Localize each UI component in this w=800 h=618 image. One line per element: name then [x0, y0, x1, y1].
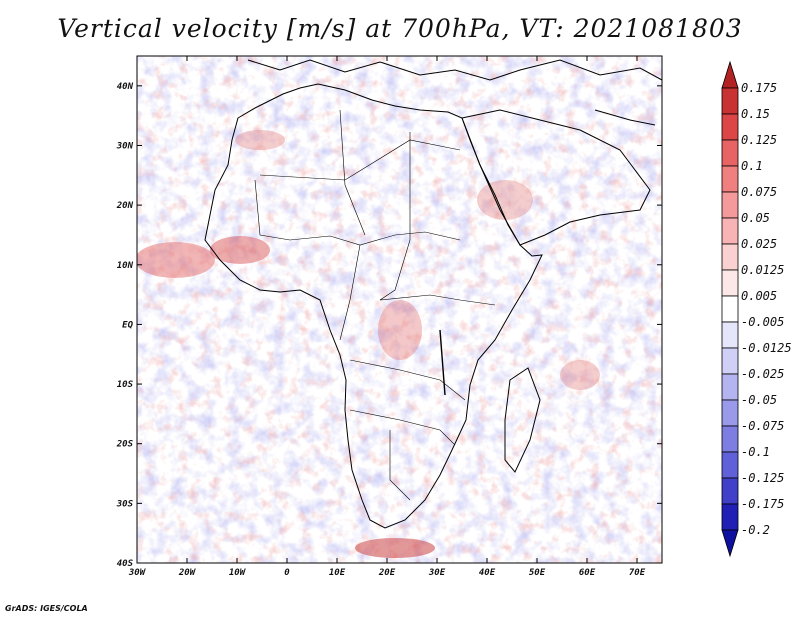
colorbar-swatch	[721, 217, 739, 245]
colorbar-cap-bottom	[721, 529, 739, 558]
lat-tick-label: 10N	[117, 261, 134, 271]
border-line	[339, 244, 361, 341]
colorbar-swatch	[721, 347, 739, 375]
border-line	[259, 139, 461, 181]
border-line	[349, 359, 466, 401]
lon-tick-label: 70E	[629, 568, 646, 578]
lat-tick-label: 20N	[116, 201, 134, 211]
colorbar: 0.175 0.15 0.125 0.1 0.075 0.05 0.025 0.0125 0.0…	[721, 60, 792, 558]
field-red-texture	[137, 56, 662, 563]
colorbar-label: 0.025	[741, 237, 777, 251]
coastlines	[204, 59, 662, 529]
ascent-patch	[355, 538, 435, 558]
ascent-patch	[477, 180, 533, 220]
colorbar-swatch	[721, 477, 739, 505]
colorbar-label: -0.025	[741, 367, 784, 381]
colorbar-cap-top	[721, 60, 739, 89]
lon-tick-label: 30E	[428, 568, 446, 578]
lat-tick-label: 20S	[116, 440, 134, 450]
colorbar-swatch	[721, 503, 739, 531]
colorbar-label: -0.1	[741, 445, 770, 459]
border-line	[389, 430, 411, 501]
lat-tick-label: EQ	[122, 320, 133, 330]
lon-tick-label: 10W	[229, 568, 247, 578]
colorbar-label: 0.175	[741, 81, 777, 95]
lon-tick-label: 20W	[178, 568, 197, 578]
colorbar-label: -0.125	[741, 471, 784, 485]
colorbar-swatch	[721, 295, 739, 323]
lon-tick-label: 50E	[529, 568, 546, 578]
ascent-patch	[137, 242, 215, 278]
ascent-patch	[378, 300, 422, 360]
lon-tick-label: 0	[284, 568, 290, 578]
colorbar-label: 0.05	[741, 211, 770, 225]
colorbar-swatch	[721, 139, 739, 167]
colorbar-swatch	[721, 87, 739, 115]
border-line	[379, 294, 496, 306]
colorbar-swatch	[721, 399, 739, 427]
colorbar-label: 0.125	[741, 133, 777, 147]
border-line	[349, 409, 456, 446]
plot-area	[136, 55, 663, 564]
colorbar-swatch	[721, 191, 739, 219]
colorbar-label: -0.0125	[741, 341, 792, 355]
ascent-patch	[560, 360, 600, 390]
ascent-patch	[235, 130, 285, 150]
credit-text: GrADS: IGES/COLA	[5, 604, 88, 613]
colorbar-swatch	[721, 425, 739, 453]
persia-coast	[594, 109, 656, 126]
lat-tick-label: 10S	[117, 380, 134, 390]
latitude-axis: 40N 30N 20N 10N EQ 10S 20S 30S 40S	[116, 82, 662, 569]
lon-tick-label: 60E	[579, 568, 596, 578]
europe-coast	[247, 59, 662, 81]
colorbar-label: -0.175	[741, 497, 784, 511]
colorbar-label: 0.075	[741, 185, 777, 199]
colorbar-label: 0.1	[741, 159, 763, 173]
ascent-patch	[210, 236, 270, 264]
borders	[254, 109, 496, 501]
colorbar-swatch	[721, 243, 739, 271]
colorbar-swatch	[721, 269, 739, 297]
lat-tick-label: 40S	[117, 559, 134, 569]
map-title: Vertical velocity [m/s] at 700hPa, VT: 2…	[57, 14, 743, 43]
colorbar-label: 0.005	[741, 289, 777, 303]
colorbar-swatch	[721, 321, 739, 349]
colorbar-label: -0.2	[741, 523, 770, 537]
colorbar-label: -0.075	[741, 419, 784, 433]
madagascar-coast	[504, 367, 541, 473]
lon-tick-label: 40E	[479, 568, 496, 578]
border-line	[254, 179, 461, 246]
border-line	[379, 132, 411, 301]
africa-coast	[204, 83, 543, 529]
colorbar-label: 0.15	[741, 107, 770, 121]
colorbar-swatch	[721, 165, 739, 193]
colorbar-swatch	[721, 113, 739, 141]
lat-tick-label: 30N	[116, 141, 134, 151]
lon-tick-label: 30W	[128, 568, 147, 578]
longitude-axis: 30W 20W 10W 0 10E 20E 30E 40E 50E 60E 70E	[128, 56, 646, 578]
lon-tick-label: 20E	[378, 568, 396, 578]
colorbar-label: 0.0125	[741, 263, 784, 277]
arabia-coast	[461, 109, 651, 246]
lat-tick-label: 40N	[117, 82, 134, 92]
colorbar-label: -0.05	[741, 393, 777, 407]
colorbar-swatch	[721, 373, 739, 401]
lake-line	[439, 329, 446, 396]
lon-tick-label: 10E	[329, 568, 346, 578]
border-line	[339, 109, 366, 236]
colorbar-swatch	[721, 451, 739, 479]
lat-tick-label: 30S	[116, 499, 134, 509]
plot-frame	[136, 55, 663, 564]
colorbar-label: -0.005	[741, 315, 784, 329]
